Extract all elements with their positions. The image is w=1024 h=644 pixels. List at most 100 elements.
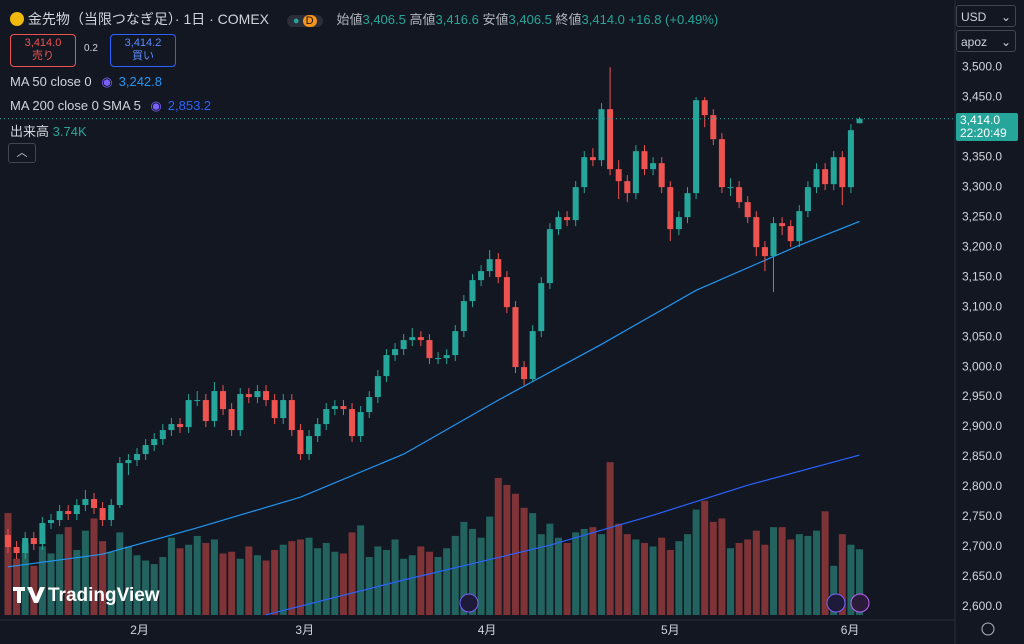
volume-bar xyxy=(658,537,666,615)
candle-body xyxy=(159,430,166,440)
sell-label: 売り xyxy=(32,50,54,62)
candle-body xyxy=(435,358,442,360)
y-tick-label: 3,100.0 xyxy=(962,299,1002,313)
candle-body xyxy=(469,280,476,302)
volume-bar xyxy=(486,516,494,615)
sell-price: 3,414.0 xyxy=(24,37,62,49)
settings-icon[interactable] xyxy=(981,622,995,636)
volume-bar xyxy=(795,534,803,615)
candle-body xyxy=(460,301,467,332)
candle-body xyxy=(22,538,29,554)
volume-bar xyxy=(692,509,700,615)
volume-bar xyxy=(520,507,528,615)
volume-bar xyxy=(425,551,433,615)
candle-body xyxy=(168,424,175,431)
label: 安値 xyxy=(482,12,509,27)
sell-button[interactable]: 3,414.0 売り xyxy=(10,34,76,67)
volume-bar xyxy=(529,513,537,615)
volume-bar xyxy=(735,542,743,615)
volume-bar xyxy=(30,565,38,615)
badge: ● D xyxy=(286,15,323,27)
y-tick-label: 2,650.0 xyxy=(962,569,1002,583)
volume-bar xyxy=(64,527,72,615)
currency-button[interactable]: USD ⌄ xyxy=(956,5,1016,27)
volume-bar xyxy=(503,484,511,615)
volume-bar xyxy=(838,534,846,615)
candle-body xyxy=(228,409,235,431)
candle-body xyxy=(220,391,227,410)
event-icon[interactable] xyxy=(826,593,846,613)
event-icon[interactable] xyxy=(459,593,479,613)
volume-bar xyxy=(142,560,150,615)
candle-body xyxy=(538,283,545,332)
candle-body xyxy=(495,259,502,278)
candle-body xyxy=(744,202,751,218)
volume-bar xyxy=(701,500,709,615)
candle-body xyxy=(624,181,631,194)
volume-bar xyxy=(271,549,279,615)
volume-bar xyxy=(494,477,502,615)
candle-body xyxy=(736,187,743,203)
candle-body xyxy=(134,454,141,461)
buy-price: 3,414.2 xyxy=(124,37,162,49)
candle-body xyxy=(82,499,89,506)
last-price: 3,414.0 xyxy=(960,112,1001,127)
volume-bar xyxy=(477,537,485,615)
candle-body xyxy=(30,538,37,545)
buy-button[interactable]: 3,414.2 買い xyxy=(110,34,176,67)
y-tick-label: 2,800.0 xyxy=(962,479,1002,493)
collapse-button[interactable]: ︿ xyxy=(8,143,36,163)
y-tick-label: 3,000.0 xyxy=(962,359,1002,373)
volume-bar xyxy=(124,546,132,615)
candle-body xyxy=(125,460,132,464)
volume-bar xyxy=(262,560,270,615)
volume-bar xyxy=(47,553,55,615)
badge-text: D xyxy=(302,15,317,27)
event-icon[interactable] xyxy=(850,593,870,613)
y-tick-label: 2,750.0 xyxy=(962,509,1002,523)
volume-bar xyxy=(133,555,141,615)
y-tick-label: 2,850.0 xyxy=(962,449,1002,463)
candle-body xyxy=(529,331,536,380)
candle-body xyxy=(555,217,562,230)
y-tick-label: 3,250.0 xyxy=(962,209,1002,223)
candle-body xyxy=(486,259,493,272)
candle-body xyxy=(581,157,588,188)
volume-value: 3.74K xyxy=(52,124,87,139)
candle-body xyxy=(47,520,55,524)
candle-body xyxy=(839,157,846,188)
volume-bar xyxy=(649,546,657,615)
ma200-legend: MA 200 close 0 SMA 5 ◉ 2,853.2 xyxy=(10,98,212,113)
y-tick-label: 2,600.0 xyxy=(962,599,1002,613)
volume-bar xyxy=(554,537,562,615)
candle-body xyxy=(340,406,347,410)
candle-body xyxy=(478,271,485,281)
candle-body xyxy=(641,151,648,170)
candle-body xyxy=(288,400,295,431)
candle-body xyxy=(280,400,287,419)
volume-bar xyxy=(314,548,322,615)
candle-body xyxy=(65,511,72,515)
candle-body xyxy=(254,391,261,398)
candle-body xyxy=(349,409,356,437)
y-tick-label: 3,150.0 xyxy=(962,269,1002,283)
unit-button[interactable]: apoz ⌄ xyxy=(956,30,1016,52)
candle-body xyxy=(314,424,321,437)
volume-bar xyxy=(606,462,614,615)
candle-body xyxy=(417,337,424,341)
candle-body xyxy=(521,367,528,380)
volume-bar xyxy=(778,527,786,615)
volume-bar xyxy=(787,539,795,615)
unit: apoz xyxy=(961,35,988,49)
candle-body xyxy=(796,211,803,242)
volume-bar xyxy=(460,521,468,615)
volume-bar xyxy=(709,521,717,615)
candle-body xyxy=(693,100,700,194)
candle-body xyxy=(13,547,20,554)
label: 始値 xyxy=(336,12,363,27)
candle-body xyxy=(753,217,760,248)
x-tick-label: 5月 xyxy=(661,623,680,637)
candle-body xyxy=(202,400,209,422)
candle-body xyxy=(822,169,829,185)
